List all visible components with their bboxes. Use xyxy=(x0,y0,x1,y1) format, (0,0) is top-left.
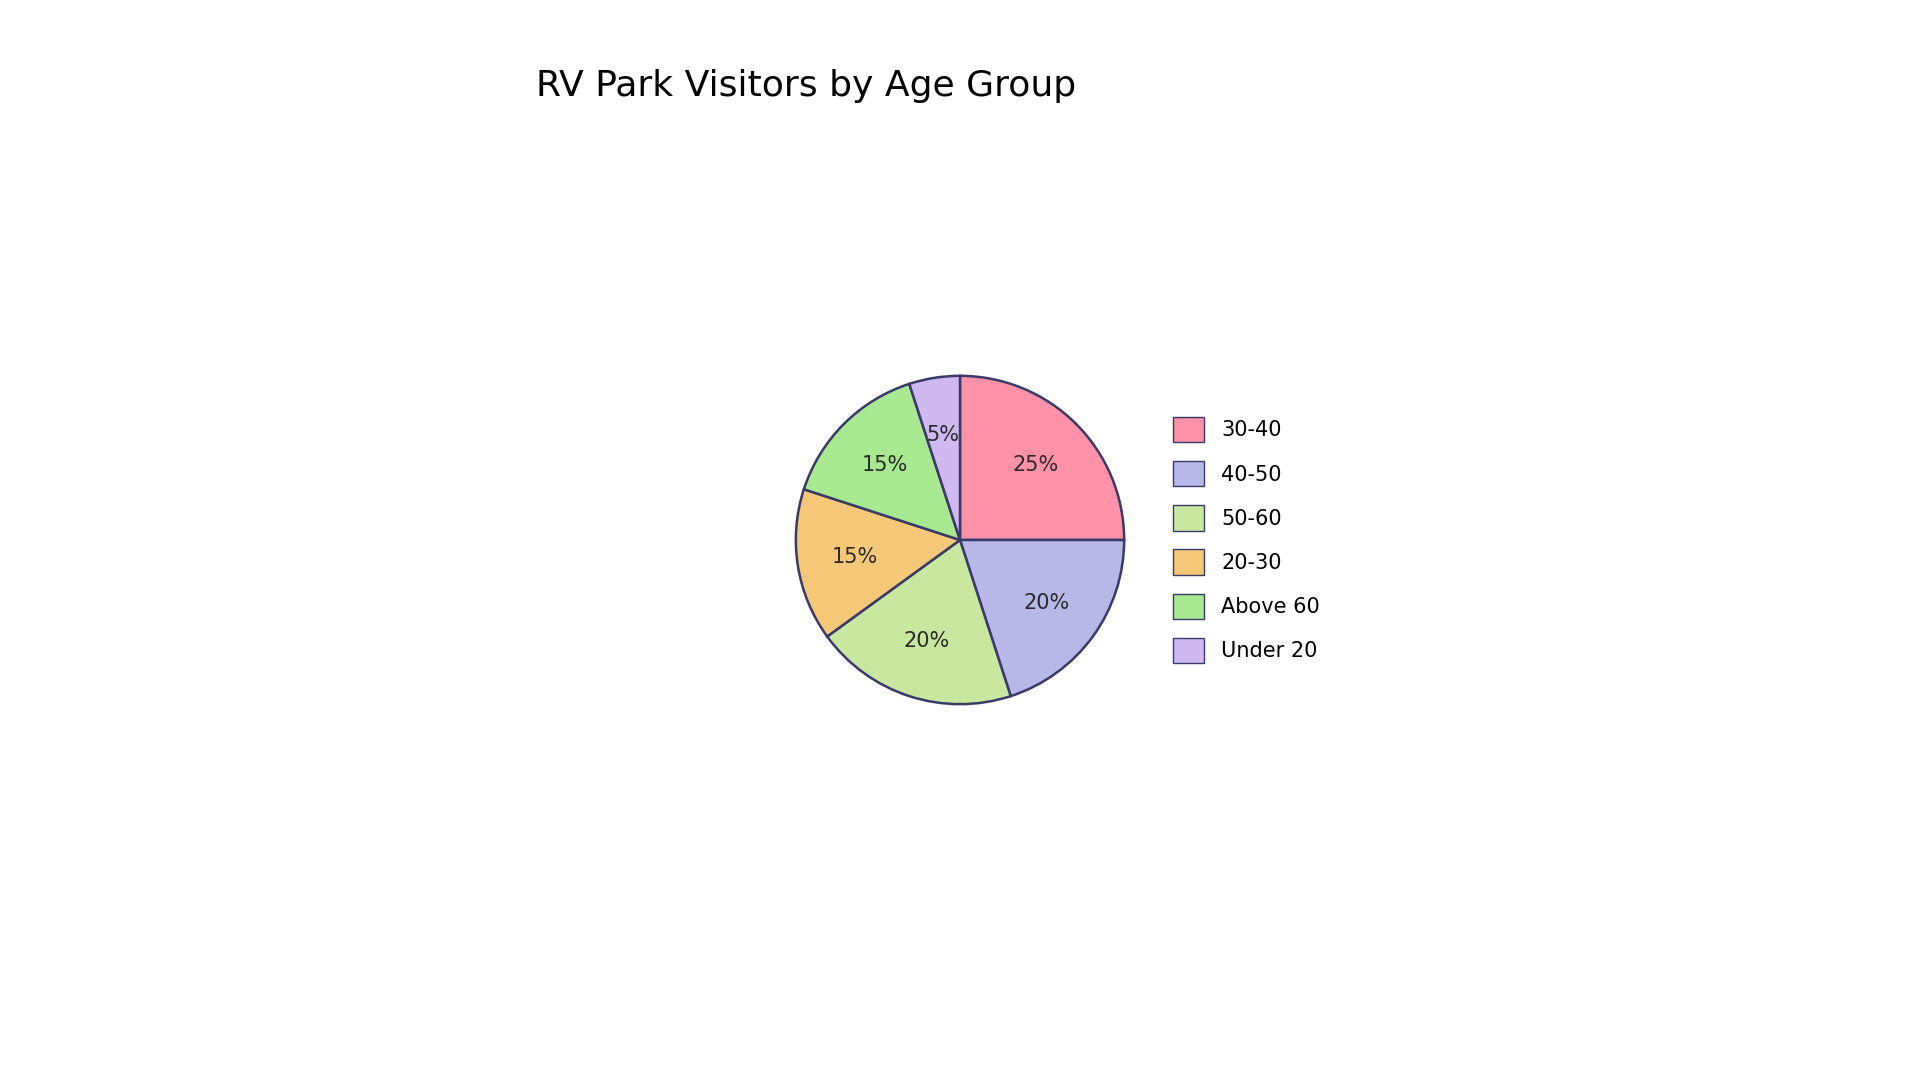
Wedge shape xyxy=(960,376,1125,540)
Text: 25%: 25% xyxy=(1012,455,1058,474)
Text: 5%: 5% xyxy=(927,424,960,445)
Text: 20%: 20% xyxy=(904,632,950,651)
Wedge shape xyxy=(910,376,960,540)
Text: 15%: 15% xyxy=(862,455,908,474)
Wedge shape xyxy=(960,540,1125,697)
Wedge shape xyxy=(828,540,1010,704)
Text: 15%: 15% xyxy=(831,546,877,567)
Wedge shape xyxy=(797,489,960,636)
Text: 20%: 20% xyxy=(1023,593,1069,612)
Legend: 30-40, 40-50, 50-60, 20-30, Above 60, Under 20: 30-40, 40-50, 50-60, 20-30, Above 60, Un… xyxy=(1165,408,1329,672)
Text: RV Park Visitors by Age Group: RV Park Visitors by Age Group xyxy=(536,69,1077,104)
Wedge shape xyxy=(804,383,960,540)
